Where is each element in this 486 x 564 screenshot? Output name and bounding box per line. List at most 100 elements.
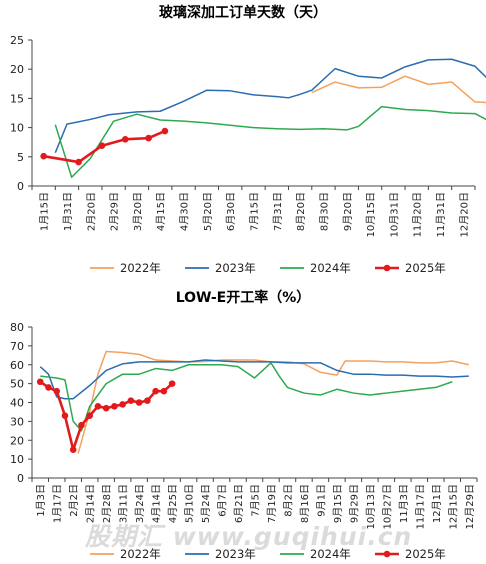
- chart1-svg: 0 5 10 15 20 25 1月15日 1月31日 2月20日 2月29日 3月20日 4月15日…: [10, 34, 486, 275]
- y-tick-label: 30: [10, 415, 24, 428]
- y-tick-label: 15: [10, 92, 24, 105]
- x-tick-label: 12月29日: [464, 484, 476, 529]
- series-line-2023年: [39, 359, 469, 400]
- x-tick-label: 6月21日: [233, 484, 245, 523]
- x-tick-label: 12月15日: [447, 484, 459, 529]
- legend-label-2025年: 2025年: [405, 547, 446, 561]
- x-tick-label: 8月16日: [299, 484, 311, 523]
- data-point-2025: [160, 387, 168, 395]
- x-tick-label: 12月20日: [458, 192, 470, 237]
- x-tick-label: 7月15日: [249, 192, 261, 231]
- x-tick-label: 9月1日: [315, 484, 327, 517]
- x-tick-label: 4月30日: [179, 192, 191, 231]
- x-tick-label: 10月13日: [365, 484, 377, 529]
- x-tick-label: 3月11日: [118, 484, 130, 523]
- series-line-2023年: [54, 58, 486, 153]
- x-tick-label: 11月31日: [435, 192, 447, 237]
- x-tick-label: 5月10日: [184, 484, 196, 523]
- watermark-text: 股期汇 www.guqihui.cn: [85, 522, 413, 551]
- y-tick-label: 40: [10, 397, 24, 410]
- legend-label-2023年: 2023年: [215, 261, 256, 275]
- y-tick-label: 80: [10, 321, 24, 334]
- y-tick-label: 20: [10, 434, 24, 447]
- data-point-2025: [45, 384, 52, 391]
- legend-label-2023年: 2023年: [215, 547, 256, 561]
- legend-label-2025年: 2025年: [405, 261, 446, 275]
- x-tick-label: 1月17日: [52, 484, 64, 523]
- data-point-2025: [152, 387, 159, 395]
- x-tick-label: 11月17日: [414, 484, 426, 529]
- x-tick-label: 11月3日: [398, 484, 410, 523]
- data-point-2025: [127, 397, 135, 404]
- x-tick-label: 7月5日: [250, 484, 262, 517]
- data-point-2025: [53, 387, 61, 395]
- y-tick-label: 0: [17, 472, 24, 485]
- data-point-2025: [102, 404, 110, 412]
- x-tick-label: 8月2日: [282, 484, 294, 517]
- data-point-2025: [78, 421, 85, 429]
- x-tick-label: 2月28日: [101, 484, 113, 523]
- x-tick-label: 12月1日: [431, 484, 443, 523]
- x-tick-label: 2月14日: [85, 484, 97, 523]
- x-tick-label: 9月20日: [342, 192, 354, 231]
- series-line-2025年: [39, 380, 173, 451]
- data-point-2025: [69, 446, 77, 453]
- x-tick-label: 6月7日: [217, 484, 229, 517]
- x-tick-label: 10月15日: [365, 192, 377, 237]
- data-point-2025: [119, 401, 126, 408]
- legend-label-2022年: 2022年: [120, 547, 161, 561]
- x-tick-label: 7月19日: [266, 484, 278, 523]
- x-tick-label: 9月15日: [332, 484, 344, 523]
- y-tick-label: 10: [10, 453, 24, 466]
- data-point-2025: [36, 378, 44, 386]
- data-point-2025: [144, 397, 151, 404]
- x-tick-label: 7月31日: [272, 192, 284, 231]
- chart2-svg: 0 10 20 30 40 50 60 70 80 1月3日 1月17日 2月2日 2月14日 2月28日…: [10, 321, 478, 561]
- x-tick-label: 2月29日: [109, 192, 121, 231]
- x-tick-label: 6月30日: [225, 192, 237, 231]
- y-tick-label: 5: [17, 151, 24, 164]
- y-tick-label: 70: [10, 340, 24, 353]
- data-point-2025: [75, 158, 82, 166]
- legend-marker-2025: [383, 264, 391, 272]
- x-tick-label: 2月2日: [68, 484, 80, 517]
- legend-label-2024年: 2024年: [310, 547, 351, 561]
- data-point-2025: [121, 135, 129, 143]
- x-tick-label: 3月20日: [132, 192, 144, 231]
- series-line-2024年: [54, 105, 486, 178]
- y-tick-label: 10: [10, 122, 24, 135]
- x-tick-label: 3月24日: [134, 484, 146, 523]
- x-tick-label: 4月15日: [155, 192, 167, 231]
- x-tick-label: 11月20日: [412, 192, 424, 237]
- x-tick-label: 1月15日: [39, 192, 51, 231]
- data-point-2025: [94, 402, 102, 410]
- x-tick-label: 5月24日: [200, 484, 212, 523]
- legend-label-2024年: 2024年: [310, 261, 351, 275]
- series-line-2024年: [40, 362, 453, 432]
- y-tick-label: 60: [10, 359, 24, 372]
- x-tick-label: 4月25日: [167, 484, 179, 523]
- x-tick-label: 1月31日: [62, 192, 74, 231]
- x-tick-label: 10月27日: [381, 484, 393, 529]
- x-tick-label: 1月3日: [35, 484, 47, 517]
- series-line-2022年: [311, 75, 486, 104]
- y-tick-label: 20: [10, 63, 24, 76]
- chart2-title: LOW-E开工率（%）: [175, 290, 311, 306]
- x-tick-label: 10月31日: [388, 192, 400, 237]
- x-tick-label: 5月20日: [202, 192, 214, 231]
- data-point-2025: [111, 402, 118, 410]
- y-tick-label: 0: [17, 180, 24, 193]
- x-tick-label: 8月30日: [318, 192, 330, 231]
- x-tick-label: 9月29日: [348, 484, 360, 523]
- y-tick-label: 50: [10, 378, 24, 391]
- x-tick-label: 2月20日: [85, 192, 97, 231]
- chart1-title: 玻璃深加工订单天数（天）: [159, 5, 327, 21]
- y-tick-label: 25: [10, 34, 24, 47]
- x-tick-label: 8月20日: [295, 192, 307, 231]
- data-point-2025: [145, 134, 152, 142]
- data-point-2025: [61, 412, 69, 420]
- x-tick-label: 4月14日: [151, 484, 163, 523]
- legend-marker-2025: [383, 550, 391, 558]
- data-point-2025: [86, 412, 93, 420]
- data-point-2025: [161, 127, 169, 135]
